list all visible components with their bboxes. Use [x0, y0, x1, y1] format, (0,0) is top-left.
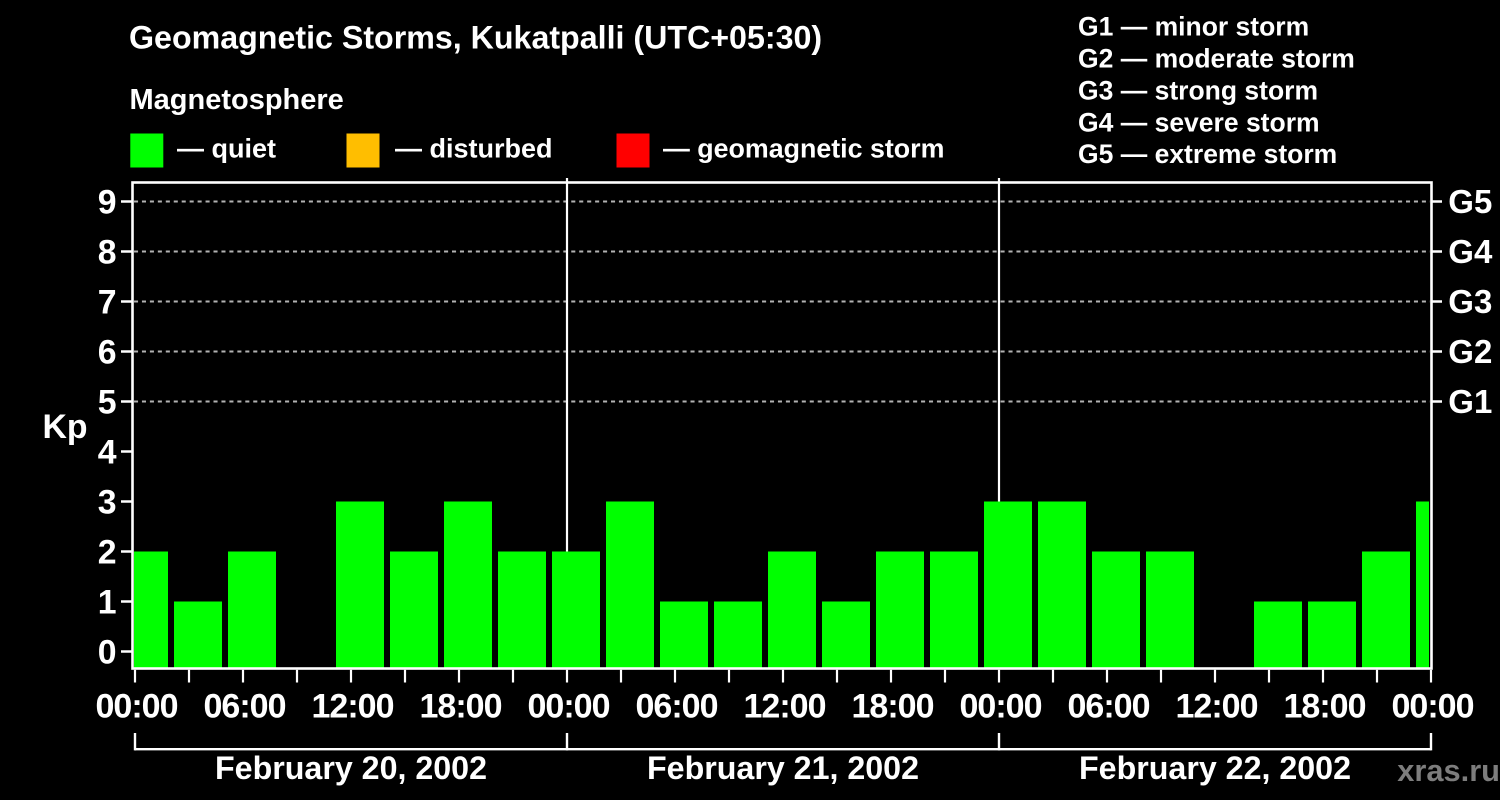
svg-text:2: 2: [98, 534, 117, 572]
svg-text:8: 8: [98, 234, 117, 272]
svg-text:00:00: 00:00: [96, 687, 179, 725]
svg-text:February 21, 2002: February 21, 2002: [647, 750, 919, 786]
svg-text:Geomagnetic Storms, Kukatpalli: Geomagnetic Storms, Kukatpalli (UTC+05:3…: [129, 19, 822, 55]
svg-text:4: 4: [98, 434, 117, 472]
svg-text:G4 — severe storm: G4 — severe storm: [1078, 107, 1320, 137]
svg-text:3: 3: [98, 484, 117, 522]
svg-text:00:00: 00:00: [1392, 687, 1475, 725]
svg-text:12:00: 12:00: [1176, 687, 1259, 725]
svg-text:G4: G4: [1448, 233, 1493, 270]
svg-text:00:00: 00:00: [528, 687, 611, 725]
svg-text:February 20, 2002: February 20, 2002: [215, 750, 487, 786]
svg-text:06:00: 06:00: [636, 687, 719, 725]
svg-text:— quiet: — quiet: [177, 134, 276, 164]
svg-text:5: 5: [98, 384, 117, 422]
svg-text:12:00: 12:00: [744, 687, 827, 725]
svg-text:12:00: 12:00: [312, 687, 395, 725]
svg-text:G5: G5: [1448, 183, 1492, 220]
svg-text:1: 1: [98, 584, 117, 622]
svg-text:Kp: Kp: [43, 408, 88, 446]
svg-text:06:00: 06:00: [1068, 687, 1151, 725]
svg-text:18:00: 18:00: [420, 687, 503, 725]
svg-text:0: 0: [98, 634, 117, 672]
svg-text:— geomagnetic storm: — geomagnetic storm: [663, 134, 944, 164]
svg-text:6: 6: [98, 334, 117, 372]
svg-text:G2: G2: [1448, 333, 1492, 370]
svg-text:00:00: 00:00: [960, 687, 1043, 725]
svg-text:February 22, 2002: February 22, 2002: [1079, 750, 1351, 786]
svg-text:G2 — moderate storm: G2 — moderate storm: [1078, 44, 1355, 74]
svg-text:G1: G1: [1448, 383, 1492, 420]
svg-text:G3: G3: [1448, 283, 1492, 320]
svg-text:18:00: 18:00: [852, 687, 935, 725]
svg-text:G3 — strong storm: G3 — strong storm: [1078, 75, 1318, 105]
svg-text:xras.ru: xras.ru: [1397, 753, 1500, 788]
svg-text:7: 7: [98, 284, 117, 322]
svg-text:— disturbed: — disturbed: [395, 134, 553, 164]
svg-text:Magnetosphere: Magnetosphere: [130, 84, 344, 116]
svg-text:18:00: 18:00: [1284, 687, 1367, 725]
svg-text:G1 — minor storm: G1 — minor storm: [1078, 12, 1309, 42]
svg-text:06:00: 06:00: [204, 687, 287, 725]
svg-text:9: 9: [98, 184, 117, 222]
svg-text:G5 — extreme storm: G5 — extreme storm: [1078, 139, 1337, 169]
